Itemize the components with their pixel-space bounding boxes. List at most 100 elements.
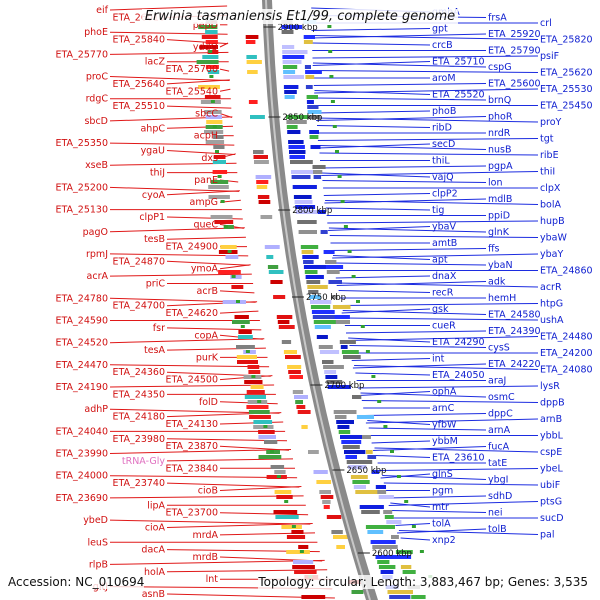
reverse-feature-block — [375, 555, 400, 559]
forward-feature-block — [253, 150, 264, 154]
reverse-feature-block — [305, 275, 324, 279]
forward-gene-label: dxs — [201, 153, 218, 164]
reverse-gene-label: ETA_24050 — [432, 370, 485, 381]
reverse-feature-block — [340, 435, 363, 439]
reverse-gene-label: ETA_24860 — [540, 266, 593, 277]
forward-gene-label: ETA_24900 — [165, 242, 218, 253]
forward-feature-block — [326, 515, 342, 519]
forward-feature-block — [264, 440, 278, 444]
forward-gene-connector — [166, 260, 250, 266]
reverse-gene-label: ETA_25920 — [488, 29, 541, 40]
forward-feature-block — [249, 415, 271, 419]
reverse-gene-label: ubiF — [540, 480, 560, 491]
forward-gene-label: acrA — [87, 271, 109, 282]
reverse-feature-block — [313, 170, 323, 174]
forward-gene-label: proC — [86, 72, 109, 83]
gc-marker — [371, 375, 376, 378]
gc-marker — [236, 300, 240, 303]
gc-marker — [209, 75, 214, 78]
forward-feature-block — [323, 505, 330, 509]
reverse-gene-label: ETA_25600 — [488, 79, 541, 90]
forward-gene-connector — [166, 482, 300, 488]
reverse-gene-label: crl — [540, 18, 552, 29]
reverse-gene-connector — [314, 90, 431, 95]
forward-gene-label: ETA_24470 — [55, 360, 108, 371]
forward-feature-block — [264, 245, 280, 249]
reverse-gene-connector — [327, 220, 539, 224]
reverse-gene-connector — [349, 345, 487, 348]
reverse-feature-block — [378, 565, 396, 569]
map-title: Erwinia tasmaniensis Et1/99, complete ge… — [0, 9, 600, 24]
reverse-gene-label: ophA — [432, 387, 457, 398]
reverse-feature-block — [384, 515, 394, 519]
map-title-text: Erwinia tasmaniensis Et1/99, complete ge… — [141, 9, 459, 24]
forward-feature-block — [198, 85, 220, 89]
forward-feature-block — [236, 345, 255, 349]
reverse-feature-block — [380, 570, 394, 574]
reverse-gene-connector — [360, 392, 487, 398]
reverse-gene-label: ybeL — [540, 464, 563, 475]
reverse-feature-block — [355, 490, 379, 494]
reverse-gene-connector — [322, 180, 487, 183]
reverse-feature-block — [348, 465, 367, 469]
reverse-gene-label: hemH — [488, 293, 516, 304]
reverse-gene-connector — [390, 502, 431, 508]
forward-feature-block — [208, 185, 229, 189]
forward-feature-block — [296, 405, 306, 409]
forward-gene-label: ETA_25200 — [55, 182, 108, 193]
reverse-feature-block — [397, 555, 412, 559]
reverse-gene-label: xnp2 — [432, 535, 456, 546]
reverse-gene-connector — [312, 62, 487, 68]
forward-feature-block — [253, 420, 273, 424]
reverse-gene-label: nusB — [488, 145, 512, 156]
reverse-gene-label: htpG — [540, 299, 563, 310]
reverse-gene-label: nei — [488, 508, 503, 519]
reverse-feature-block — [304, 270, 318, 274]
reverse-gene-label: aroM — [432, 73, 456, 84]
forward-gene-connector — [109, 142, 235, 146]
reverse-gene-connector — [319, 152, 539, 156]
reverse-feature-block — [346, 460, 373, 464]
reverse-gene-connector — [331, 248, 487, 251]
reverse-feature-block — [305, 75, 315, 79]
forward-gene-label: ETA_25540 — [165, 86, 218, 97]
forward-feature-block — [295, 400, 303, 404]
reverse-gene-label: vajQ — [432, 172, 454, 183]
reverse-gene-label: phoR — [488, 112, 513, 123]
reverse-gene-label: ETA_24580 — [488, 310, 541, 321]
reverse-gene-connector — [342, 310, 487, 315]
forward-feature-block — [222, 300, 246, 304]
forward-gene-connector — [219, 486, 302, 491]
reverse-feature-block — [340, 345, 348, 349]
reverse-strand-labels: gmhAfrsAcrlgptETA_25920ETA_25820crcBETA_… — [432, 7, 593, 546]
reverse-gene-label: secD — [432, 139, 455, 150]
forward-feature-block — [293, 560, 314, 564]
reverse-feature-block — [286, 125, 298, 129]
reverse-feature-block — [389, 595, 411, 599]
forward-gene-label: ETA_23870 — [165, 441, 218, 452]
reverse-gene-connector — [313, 83, 487, 86]
reverse-gene-connector — [323, 193, 431, 196]
gc-marker — [227, 250, 232, 253]
forward-gene-label: ETA_24000 — [55, 471, 108, 482]
reverse-gene-label: pgm — [432, 486, 453, 497]
reverse-gene-label: ETA_24290 — [432, 337, 485, 348]
forward-gene-connector — [166, 79, 230, 85]
forward-feature-block — [319, 490, 331, 494]
gc-marker — [231, 275, 236, 278]
reverse-gene-label: ETA_25790 — [488, 46, 541, 57]
gc-marker — [343, 225, 348, 228]
reverse-gene-label: arnA — [488, 425, 511, 436]
reverse-feature-block — [323, 250, 335, 254]
reverse-gene-label: proY — [540, 117, 562, 128]
reverse-feature-block — [291, 170, 314, 174]
forward-gene-label: acpH — [194, 131, 218, 142]
reverse-feature-block — [386, 520, 402, 524]
gc-marker — [340, 200, 345, 203]
reverse-gene-connector — [345, 330, 487, 334]
forward-gene-label: rlpB — [89, 559, 108, 570]
forward-gene-label: ETA_25510 — [112, 101, 165, 112]
forward-feature-block — [274, 490, 292, 494]
reverse-gene-label: tatE — [488, 458, 507, 469]
reverse-feature-block — [312, 165, 326, 169]
